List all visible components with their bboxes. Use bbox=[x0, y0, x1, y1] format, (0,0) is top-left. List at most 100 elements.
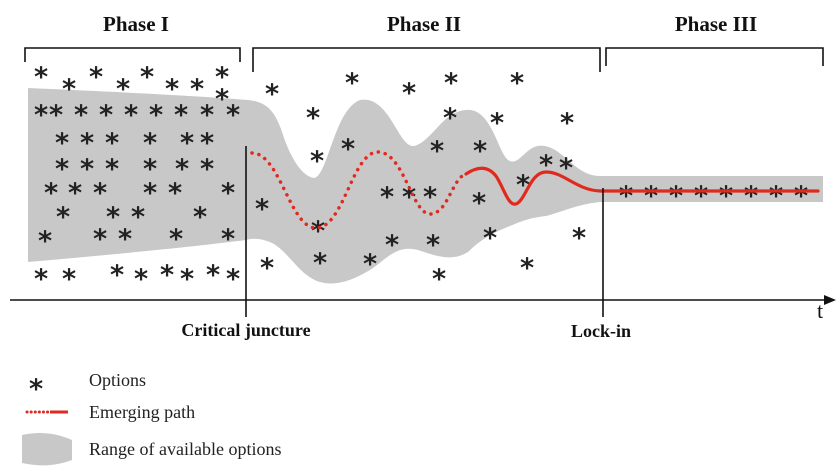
option-asterisk: * bbox=[432, 264, 446, 295]
option-asterisk: * bbox=[206, 260, 220, 291]
option-asterisk: * bbox=[215, 84, 229, 115]
critical-juncture-label: Critical juncture bbox=[181, 320, 310, 340]
option-asterisk: * bbox=[116, 74, 130, 105]
phase-brackets bbox=[24, 47, 824, 72]
option-asterisk: * bbox=[169, 224, 183, 255]
option-asterisk: * bbox=[520, 253, 534, 284]
option-asterisk: * bbox=[134, 264, 148, 295]
option-asterisk: * bbox=[221, 224, 235, 255]
phase-1-title: Phase I bbox=[103, 12, 169, 36]
option-asterisk: * bbox=[402, 182, 416, 213]
option-asterisk: * bbox=[110, 260, 124, 291]
option-asterisk: * bbox=[140, 62, 154, 93]
phase-3-bracket bbox=[605, 47, 824, 66]
option-asterisk: * bbox=[38, 226, 52, 257]
option-asterisk: * bbox=[106, 202, 120, 233]
option-asterisk: * bbox=[180, 128, 194, 159]
option-asterisk: * bbox=[669, 181, 683, 212]
option-asterisk: * bbox=[226, 264, 240, 295]
option-asterisk: * bbox=[143, 178, 157, 209]
option-asterisk: * bbox=[510, 68, 524, 99]
option-asterisk: * bbox=[168, 178, 182, 209]
option-asterisk: * bbox=[174, 100, 188, 131]
option-asterisk: * bbox=[80, 154, 94, 185]
range-of-options-band bbox=[28, 88, 823, 284]
option-asterisk: * bbox=[402, 78, 416, 109]
option-asterisk: * bbox=[175, 154, 189, 185]
option-asterisk: * bbox=[380, 182, 394, 213]
option-asterisk: * bbox=[490, 108, 504, 139]
option-asterisk: * bbox=[56, 202, 70, 233]
option-asterisk: * bbox=[105, 154, 119, 185]
legend-range-icon bbox=[22, 432, 72, 466]
option-asterisk: * bbox=[200, 100, 214, 131]
option-asterisk: * bbox=[55, 154, 69, 185]
option-asterisk: * bbox=[68, 178, 82, 209]
option-asterisk: * bbox=[93, 178, 107, 209]
legend-range-label: Range of available options bbox=[89, 439, 281, 459]
option-asterisk: * bbox=[200, 154, 214, 185]
option-asterisk: * bbox=[472, 188, 486, 219]
option-asterisk: * bbox=[341, 134, 355, 165]
option-asterisk: * bbox=[619, 181, 633, 212]
option-asterisk: * bbox=[255, 194, 269, 225]
option-asterisk: * bbox=[260, 253, 274, 284]
option-asterisk: * bbox=[444, 68, 458, 99]
option-asterisk: * bbox=[105, 128, 119, 159]
option-asterisk: * bbox=[131, 202, 145, 233]
option-asterisk: * bbox=[769, 181, 783, 212]
option-asterisk: * bbox=[180, 264, 194, 295]
option-asterisk: * bbox=[143, 154, 157, 185]
phase-1-bracket bbox=[24, 47, 241, 62]
option-asterisk: * bbox=[200, 128, 214, 159]
option-asterisk: * bbox=[165, 74, 179, 105]
option-asterisk: * bbox=[560, 108, 574, 139]
time-axis-label: t bbox=[817, 298, 823, 323]
option-asterisk: * bbox=[694, 181, 708, 212]
option-asterisk: * bbox=[306, 103, 320, 134]
option-asterisk: * bbox=[34, 264, 48, 295]
option-asterisk: * bbox=[99, 100, 113, 131]
time-axis-arrowhead bbox=[824, 295, 836, 305]
option-asterisk: * bbox=[473, 136, 487, 167]
option-asterisk: * bbox=[89, 62, 103, 93]
phase-3-title: Phase III bbox=[675, 12, 757, 36]
option-asterisk: * bbox=[572, 223, 586, 254]
option-asterisk: * bbox=[74, 100, 88, 131]
option-asterisk: * bbox=[311, 216, 325, 247]
option-asterisk: * bbox=[345, 68, 359, 99]
option-asterisk: * bbox=[215, 62, 229, 93]
option-asterisk: * bbox=[55, 128, 69, 159]
option-asterisk: * bbox=[483, 223, 497, 254]
phase-2-bracket bbox=[252, 47, 601, 72]
phase-2-title: Phase II bbox=[387, 12, 461, 36]
option-asterisk: * bbox=[118, 224, 132, 255]
option-asterisk: * bbox=[443, 103, 457, 134]
option-asterisk: * bbox=[794, 181, 808, 212]
option-asterisk: * bbox=[644, 181, 658, 212]
option-asterisk: * bbox=[221, 178, 235, 209]
option-asterisk: * bbox=[160, 260, 174, 291]
option-asterisk: * bbox=[310, 146, 324, 177]
option-asterisk: * bbox=[385, 230, 399, 261]
option-asterisk: * bbox=[62, 74, 76, 105]
option-asterisk: * bbox=[363, 249, 377, 280]
option-asterisk: * bbox=[426, 230, 440, 261]
option-asterisk: * bbox=[44, 178, 58, 209]
options-stars: * * * * * * * *** * * * * * * * ** * * * * ** * * * * ** * * * * ** * * *… bbox=[34, 62, 808, 295]
option-asterisk: * bbox=[430, 136, 444, 167]
option-asterisk: * bbox=[539, 150, 553, 181]
legend-path-label: Emerging path bbox=[89, 402, 195, 422]
legend-options-label: Options bbox=[89, 370, 146, 390]
option-asterisk: * bbox=[744, 181, 758, 212]
legend: * Options Emerging path Range of availab… bbox=[22, 370, 281, 466]
option-asterisk: * bbox=[34, 100, 48, 131]
option-asterisk: * bbox=[719, 181, 733, 212]
emerging-path-solid bbox=[464, 166, 820, 206]
option-asterisk: * bbox=[265, 79, 279, 110]
option-asterisk: * bbox=[34, 62, 48, 93]
option-asterisk: * bbox=[149, 100, 163, 131]
option-asterisk: * bbox=[143, 128, 157, 159]
option-asterisk: * bbox=[62, 264, 76, 295]
